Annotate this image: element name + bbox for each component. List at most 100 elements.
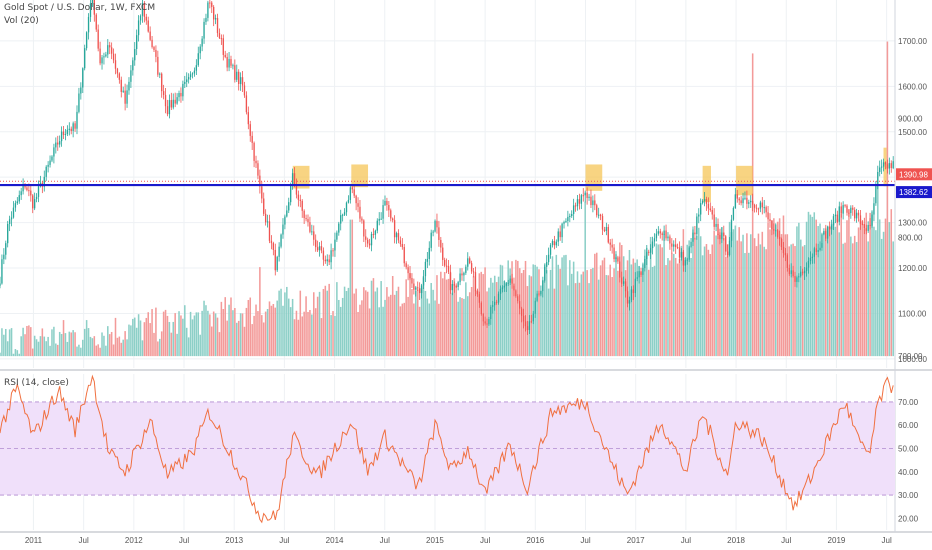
candle-body: [5, 243, 7, 255]
candle-body: [880, 166, 883, 168]
volume-bar: [343, 286, 346, 357]
volume-bar: [644, 249, 646, 357]
volume-y-tick-label: 800.00: [898, 233, 923, 242]
volume-bar: [622, 256, 625, 357]
volume-bar: [93, 336, 96, 357]
volume-bar: [503, 281, 506, 357]
volume-bar: [151, 309, 153, 357]
candle-body: [634, 278, 636, 294]
volume-bar: [382, 306, 384, 357]
volume-bar: [632, 258, 635, 357]
volume-bar: [726, 244, 729, 357]
candle-body: [623, 281, 625, 284]
volume-bar: [646, 247, 648, 357]
candle-body: [746, 197, 748, 204]
volume-bar: [47, 336, 49, 357]
candle-body: [166, 106, 169, 115]
candle-body: [744, 197, 746, 199]
candle-body: [55, 142, 57, 148]
candle-body: [503, 285, 506, 288]
candle-body: [118, 73, 121, 80]
candle-body: [817, 250, 819, 252]
candle-body: [442, 247, 444, 260]
volume-bar: [855, 242, 858, 357]
volume-bar: [790, 244, 792, 357]
candle-body: [99, 48, 101, 64]
volume-bar: [798, 222, 800, 357]
candle-body: [212, 6, 215, 20]
volume-bar: [497, 276, 500, 357]
volume-bar: [807, 211, 810, 357]
price-y-tick-label: 1100.00: [898, 309, 927, 318]
volume-bar: [624, 270, 627, 357]
candle-body: [686, 259, 688, 261]
volume-bar: [309, 309, 311, 357]
volume-bar: [359, 304, 361, 357]
volume-bar: [405, 279, 407, 357]
candle-body: [390, 210, 392, 219]
candle-body: [495, 301, 498, 303]
volume-bar: [176, 333, 178, 357]
x-tick-label: Jul: [681, 536, 691, 545]
candle-body: [511, 278, 513, 284]
volume-bar: [266, 309, 269, 357]
candle-body: [655, 233, 658, 239]
candle-body: [767, 212, 769, 220]
candle-body: [586, 192, 588, 198]
candle-body: [559, 231, 561, 238]
volume-bar: [207, 310, 209, 357]
volume-bar: [499, 264, 502, 357]
candle-body: [28, 190, 30, 192]
candle-body: [334, 239, 336, 251]
candle-body: [247, 112, 249, 125]
candle-body: [216, 18, 219, 34]
volume-bar: [182, 318, 184, 357]
volume-bar: [749, 234, 752, 357]
volume-bar: [782, 215, 785, 357]
candle-body: [243, 85, 246, 96]
candle-body: [630, 289, 633, 301]
candle-body: [241, 77, 244, 86]
volume-bar: [380, 281, 382, 357]
candle-body: [384, 200, 386, 206]
candle-body: [303, 210, 305, 218]
x-tick-label: Jul: [380, 536, 390, 545]
volume-bar: [569, 260, 571, 357]
candle-body: [270, 240, 273, 244]
candle-body: [628, 300, 631, 304]
candle-body: [407, 267, 409, 274]
rsi-line: [0, 374, 894, 524]
volume-bar: [474, 290, 477, 357]
volume-bar: [792, 243, 794, 357]
volume-bar: [684, 257, 687, 357]
candle-body: [709, 208, 711, 211]
volume-bar: [443, 272, 446, 357]
volume-bar: [540, 290, 542, 357]
volume-bar: [611, 277, 613, 357]
volume-bar: [759, 244, 762, 357]
candle-body: [172, 99, 174, 108]
candle-body: [792, 270, 794, 277]
volume-bar: [609, 264, 611, 357]
candle-body: [162, 91, 165, 95]
volume-bar: [403, 302, 406, 357]
candle-body: [274, 249, 276, 271]
volume-bar: [484, 267, 486, 357]
volume-bar: [753, 238, 756, 357]
candle-body: [72, 123, 74, 131]
volume-bar: [149, 323, 151, 357]
candle-body: [143, 2, 146, 17]
candle-body: [713, 214, 715, 227]
rsi-y-tick-label: 50.00: [898, 445, 919, 454]
volume-bar: [878, 219, 881, 357]
candle-body: [316, 247, 319, 251]
volume-bar: [268, 301, 271, 357]
volume-bar: [557, 264, 560, 357]
volume-bar: [538, 269, 540, 357]
volume-bar: [364, 290, 367, 357]
candle-body: [676, 247, 679, 249]
volume-bar: [376, 287, 379, 357]
candle-body: [120, 79, 122, 92]
volume-bar: [26, 325, 28, 357]
